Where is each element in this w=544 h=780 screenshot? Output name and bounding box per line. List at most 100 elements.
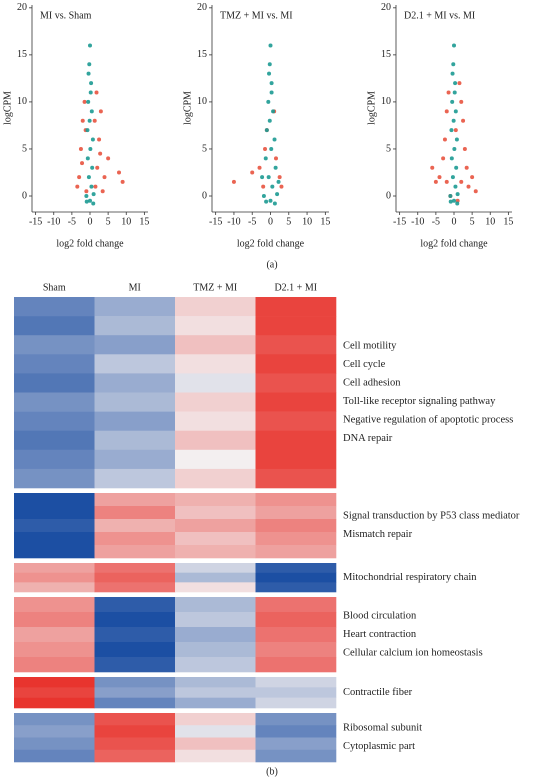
point [444, 179, 449, 184]
heat-cell [175, 493, 256, 507]
point [430, 165, 435, 170]
heat-cell [175, 354, 256, 374]
heat-cell [14, 697, 95, 709]
point [279, 184, 284, 189]
term-label: Blood circulation [343, 610, 417, 621]
y-tick-label: 10 [17, 96, 27, 107]
heat-cell [14, 737, 95, 751]
y-tick-label: 5 [202, 143, 207, 154]
heat-cell [94, 545, 176, 559]
heat-cell [14, 493, 95, 507]
point [85, 128, 90, 133]
point [266, 99, 271, 104]
heat-cell [14, 687, 95, 698]
point [462, 146, 467, 151]
point [88, 43, 92, 48]
point [85, 156, 90, 161]
heat-cell [94, 335, 176, 355]
heat-cell [175, 411, 256, 431]
point [433, 179, 438, 184]
heat-cell [175, 519, 256, 533]
point [444, 109, 449, 114]
point [260, 175, 265, 180]
point [453, 109, 458, 114]
y-tick-label: 20 [197, 2, 207, 13]
point [84, 194, 89, 199]
x-tick-label: -5 [248, 216, 256, 227]
column-label: MI [129, 282, 141, 293]
point [84, 189, 89, 194]
point [93, 184, 98, 189]
heat-cell [94, 687, 176, 698]
heat-cell [255, 612, 337, 628]
heat-cell [175, 545, 256, 559]
point [75, 184, 80, 189]
point [266, 175, 271, 180]
point [89, 184, 94, 189]
point [97, 137, 102, 142]
heat-cell [94, 737, 176, 751]
x-tick-label: 10 [485, 216, 495, 227]
heat-cell [175, 737, 256, 751]
x-tick-label: 0 [268, 216, 273, 227]
panel-title: MI vs. Sham [40, 10, 92, 21]
point [268, 43, 273, 48]
point [264, 128, 269, 133]
point [451, 62, 456, 67]
heat-cell [94, 493, 176, 507]
term-label: Signal transduction by P53 class mediato… [343, 511, 520, 522]
x-tick-label: -10 [411, 216, 424, 227]
term-label: Contractile fiber [343, 687, 413, 698]
point [231, 179, 236, 184]
heat-cell [255, 563, 337, 573]
heat-cell [14, 449, 95, 470]
point [437, 175, 442, 180]
point [88, 198, 92, 203]
point [455, 201, 460, 206]
heat-cell [94, 627, 176, 643]
heat-cell [14, 373, 95, 393]
point [100, 189, 105, 194]
y-axis-label: logCPM [366, 91, 377, 125]
heat-cell [255, 519, 337, 533]
x-tick-label: -15 [29, 216, 42, 227]
heat-cell [255, 335, 337, 355]
heat-cell [94, 642, 176, 658]
point [453, 128, 458, 133]
point [269, 90, 274, 95]
heat-cell [255, 506, 337, 520]
heat-cell [94, 519, 176, 533]
y-tick-label: 0 [22, 190, 27, 201]
heat-cell [14, 749, 95, 763]
heat-cell [94, 657, 176, 673]
point [442, 137, 447, 142]
point [269, 146, 274, 151]
heat-cell [94, 392, 176, 412]
point [92, 118, 97, 123]
point [464, 165, 469, 170]
x-tick-label: 10 [302, 216, 312, 227]
heat-cell [255, 373, 337, 393]
point [98, 151, 103, 156]
point [473, 189, 478, 194]
point [277, 175, 282, 180]
x-tick-label: 5 [470, 216, 475, 227]
heat-cell [175, 335, 256, 355]
heat-cell [175, 563, 256, 573]
heat-cell [255, 725, 337, 738]
heat-cell [255, 468, 337, 489]
heat-cell [175, 297, 256, 317]
heat-cell [175, 582, 256, 593]
term-label: Cell adhesion [343, 378, 401, 389]
heat-cell [14, 468, 95, 489]
heat-cell [175, 687, 256, 698]
heat-cell [255, 493, 337, 507]
x-tick-label: 5 [106, 216, 111, 227]
point [90, 137, 95, 142]
x-tick-label: -10 [227, 216, 240, 227]
point [267, 71, 272, 76]
heat-cell [14, 354, 95, 374]
point [90, 165, 95, 170]
y-tick-label: 15 [197, 49, 207, 60]
heat-cell [94, 506, 176, 520]
